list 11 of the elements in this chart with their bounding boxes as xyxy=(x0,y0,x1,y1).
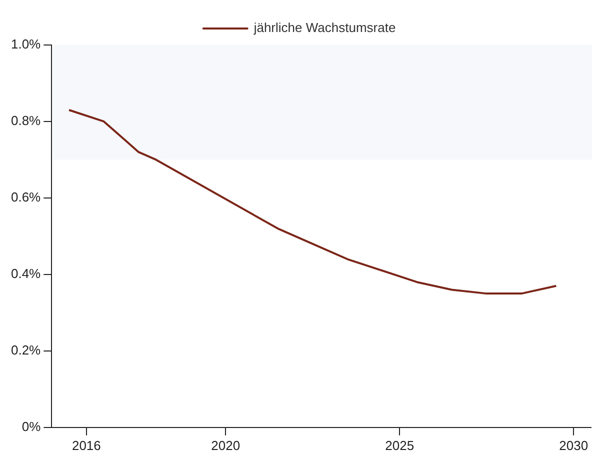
x-tick-label: 2020 xyxy=(211,438,240,453)
x-tick-label: 2030 xyxy=(559,438,588,453)
y-tick-label: 0.2% xyxy=(10,342,42,358)
y-tick-label: 0% xyxy=(22,418,42,434)
y-tick-label: 0.8% xyxy=(10,113,42,128)
y-tick-label: 0.6% xyxy=(10,190,42,205)
y-tick-label: 1.0% xyxy=(10,36,42,52)
x-tick-label: 2025 xyxy=(385,438,414,453)
legend-label: jährliche Wachstumsrate xyxy=(252,20,396,36)
x-tick-label: 2016 xyxy=(72,438,101,453)
y-tick-label: 0.4% xyxy=(10,266,42,282)
